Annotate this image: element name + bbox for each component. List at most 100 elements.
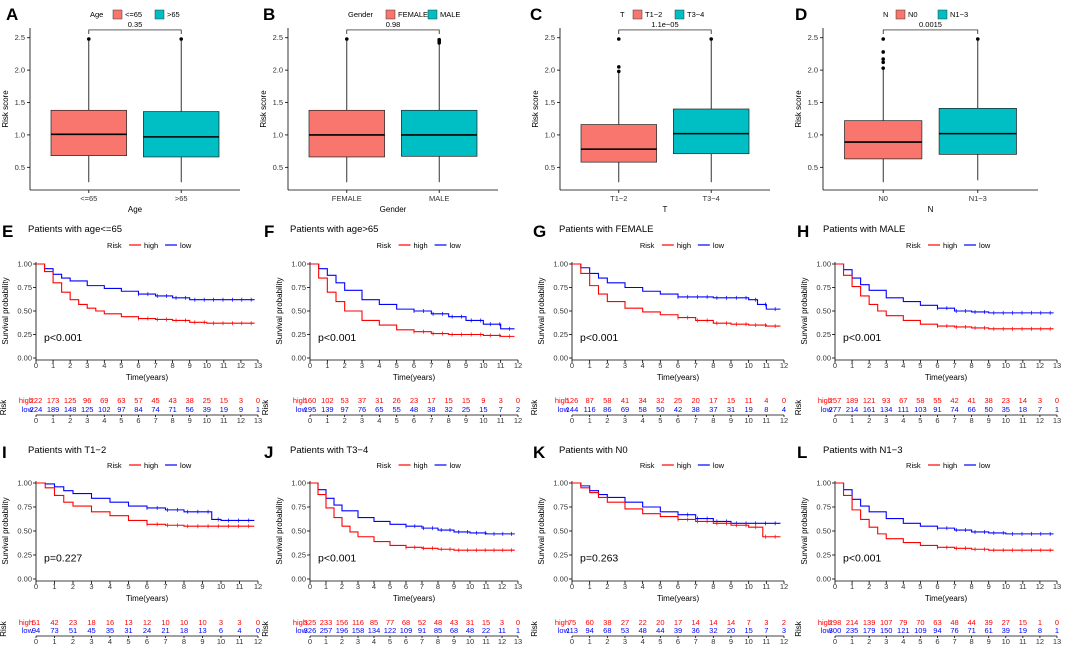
risk-count-high: 126 — [566, 396, 579, 405]
risk-count-high: 0 — [516, 396, 520, 405]
risk-x-tick-label: 4 — [372, 637, 376, 646]
risk-x-tick-label: 2 — [68, 416, 72, 425]
legend-swatch — [937, 9, 948, 20]
boxplot-panel-A: A Age <=65 >65 0.5 1.0 1.5 2.0 2.5 Risk score <=65… — [1, 5, 240, 214]
risk-row-label-high: high — [19, 396, 33, 405]
outlier-point — [881, 57, 885, 61]
x-tick-label: 6 — [676, 582, 680, 591]
risk-count-high: 12 — [143, 618, 151, 627]
p-value-label: p<0.001 — [318, 553, 356, 565]
x-axis-title: T — [663, 205, 668, 214]
panel-letter: J — [264, 443, 273, 462]
risk-count-high: 23 — [410, 396, 418, 405]
y-tick-label: 0.50 — [553, 527, 568, 536]
risk-count-high: 15 — [444, 396, 452, 405]
risk-table-title: Risk — [261, 620, 270, 637]
risk-count-high: 79 — [899, 618, 907, 627]
x-tick-label: N0 — [878, 194, 888, 203]
risk-count-high: 0 — [516, 618, 520, 627]
p-value-label: 0.35 — [128, 20, 143, 29]
risk-count-low: 1 — [256, 405, 260, 414]
x-tick-label: MALE — [429, 194, 449, 203]
survival-curve-high — [572, 263, 781, 327]
legend-label: T3−4 — [687, 10, 704, 19]
x-tick-label: 1 — [52, 582, 56, 591]
legend-label-low: low — [979, 241, 991, 250]
y-tick-label: 0.50 — [17, 527, 32, 536]
risk-x-tick-label: 3 — [623, 416, 627, 425]
risk-x-tick-label: 5 — [119, 416, 123, 425]
risk-x-tick-label: 0 — [308, 416, 312, 425]
risk-x-tick-label: 10 — [479, 416, 487, 425]
risk-x-tick-label: 11 — [1019, 416, 1027, 425]
x-tick-label: 12 — [1036, 582, 1044, 591]
risk-x-tick-label: 5 — [388, 637, 392, 646]
risk-count-low: 18 — [1019, 405, 1027, 414]
risk-count-high: 3 — [764, 618, 768, 627]
risk-count-high: 23 — [69, 618, 77, 627]
x-tick-label: 4 — [108, 582, 112, 591]
y-tick-label: 1.00 — [816, 260, 831, 269]
risk-count-low: 31 — [124, 626, 132, 635]
risk-x-tick-label: 13 — [1053, 416, 1061, 425]
x-tick-label: 10 — [217, 582, 225, 591]
risk-x-tick-label: 6 — [412, 416, 416, 425]
y-tick-label: 0.75 — [553, 283, 568, 292]
risk-count-low: 56 — [186, 405, 194, 414]
risk-count-low: 39 — [203, 405, 211, 414]
x-tick-label: 0 — [308, 582, 312, 591]
risk-count-high: 27 — [621, 618, 629, 627]
x-tick-label: 10 — [479, 361, 487, 370]
x-tick-label: 11 — [482, 582, 490, 591]
survival-curve-low — [36, 482, 255, 521]
risk-x-tick-label: 11 — [482, 637, 490, 646]
risk-count-high: 41 — [621, 396, 629, 405]
risk-count-low: 15 — [479, 405, 487, 414]
risk-x-tick-label: 5 — [395, 416, 399, 425]
outlier-point — [617, 37, 621, 41]
x-axis-title: Time(years) — [925, 594, 968, 603]
x-tick-label: 9 — [452, 582, 456, 591]
risk-count-low: 0 — [256, 626, 260, 635]
x-tick-label: 5 — [119, 361, 123, 370]
y-tick-label: 0.75 — [17, 503, 32, 512]
risk-count-high: 14 — [691, 618, 699, 627]
legend-swatch — [427, 9, 438, 20]
risk-count-low: 150 — [880, 626, 893, 635]
p-value-label: p=0.263 — [580, 553, 618, 565]
risk-count-high: 10 — [180, 618, 188, 627]
risk-count-high: 67 — [899, 396, 907, 405]
survival-curve-high — [310, 482, 515, 551]
risk-count-high: 298 — [829, 618, 842, 627]
y-tick-label: 0.5 — [545, 163, 555, 172]
legend-title: Risk — [107, 461, 122, 470]
legend-swatch — [674, 9, 685, 20]
risk-x-tick-label: 2 — [71, 637, 75, 646]
risk-count-high: 41 — [967, 396, 975, 405]
risk-count-low: 13 — [198, 626, 206, 635]
risk-count-low: 68 — [450, 626, 458, 635]
x-tick-label: 0 — [833, 361, 837, 370]
risk-row-label-high: high — [818, 396, 832, 405]
legend-swatch — [112, 9, 123, 20]
legend-label-high: high — [414, 241, 428, 250]
risk-x-tick-label: 8 — [970, 416, 974, 425]
survival-curve-high — [310, 263, 515, 337]
x-tick-label: 3 — [89, 582, 93, 591]
risk-count-low: 277 — [829, 405, 842, 414]
risk-count-low: 2 — [516, 405, 520, 414]
risk-count-low: 19 — [744, 405, 752, 414]
legend-label-high: high — [943, 241, 957, 250]
risk-count-high: 38 — [985, 396, 993, 405]
box — [673, 108, 750, 155]
risk-count-high: 14 — [1019, 396, 1027, 405]
risk-count-low: 11 — [498, 626, 506, 635]
y-axis-title: Survival probability — [800, 277, 809, 344]
risk-count-low: 224 — [30, 405, 43, 414]
y-tick-label: 0.5 — [273, 163, 283, 172]
risk-count-low: 84 — [134, 405, 142, 414]
x-tick-label: 7 — [420, 582, 424, 591]
risk-x-tick-label: 7 — [153, 416, 157, 425]
x-tick-label: 5 — [658, 361, 662, 370]
